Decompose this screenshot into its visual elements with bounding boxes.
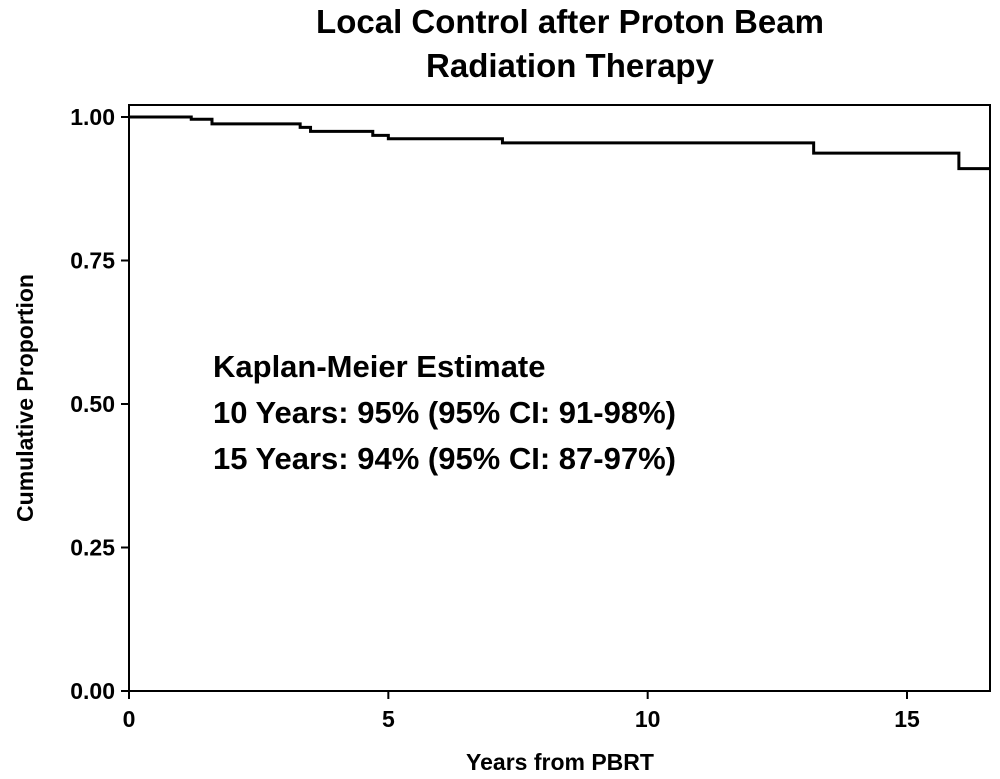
x-tick-label: 5 <box>382 706 395 732</box>
x-tick-label: 15 <box>894 706 920 732</box>
km-survival-line <box>129 115 990 171</box>
x-tick-label: 0 <box>123 706 136 732</box>
annotation-line-2: 10 Years: 95% (95% CI: 91-98%) <box>213 395 676 430</box>
chart-title-line-2: Radiation Therapy <box>426 47 715 84</box>
annotation-line-3: 15 Years: 94% (95% CI: 87-97%) <box>213 441 676 476</box>
y-tick-label: 0.50 <box>70 391 115 417</box>
y-tick-label: 0.75 <box>70 248 115 274</box>
annotation-line-1: Kaplan-Meier Estimate <box>213 349 546 384</box>
y-tick-label: 0.25 <box>70 535 115 561</box>
x-axis-ticks: 0 5 10 15 <box>123 691 920 732</box>
x-tick-label: 10 <box>635 706 661 732</box>
x-axis-label: Years from PBRT <box>466 749 654 775</box>
y-tick-label: 1.00 <box>70 104 115 130</box>
chart-title: Local Control after Proton Beam Radiatio… <box>316 3 824 84</box>
y-tick-label: 0.00 <box>70 678 115 704</box>
km-annotation: Kaplan-Meier Estimate 10 Years: 95% (95%… <box>213 349 676 476</box>
plot-frame <box>128 104 991 692</box>
y-axis-label: Cumulative Proportion <box>12 274 38 522</box>
y-axis-ticks: 0.00 0.25 0.50 0.75 1.00 <box>70 104 129 704</box>
chart-title-line-1: Local Control after Proton Beam <box>316 3 824 40</box>
